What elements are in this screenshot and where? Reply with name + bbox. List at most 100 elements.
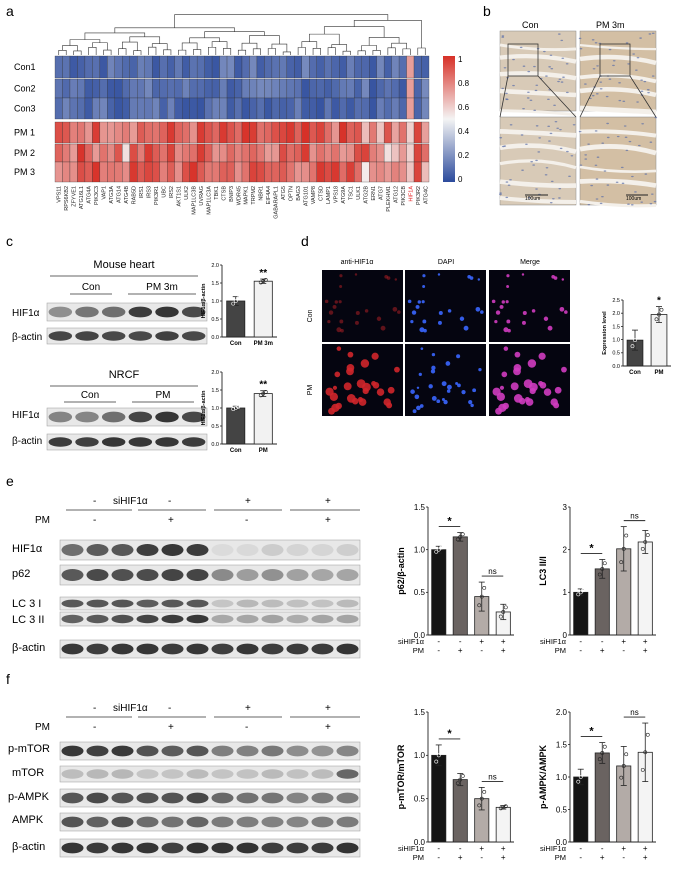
if-cell: [394, 278, 398, 281]
colorbar: [443, 56, 455, 182]
heatmap-cell: [92, 78, 101, 99]
mouse-blot-hif-label: HIF1α: [12, 308, 40, 319]
heatmap-cell: [137, 143, 145, 163]
bar: [253, 280, 273, 338]
heatmap-gene-label: IRS2: [169, 186, 175, 198]
heatmap-cell: [331, 97, 340, 120]
heatmap-cell: [331, 55, 340, 79]
heatmap-gene-label: TBK1: [214, 186, 220, 200]
blot-band: [86, 614, 109, 624]
y-tick-label: 0.5: [556, 805, 568, 814]
heatmap-cell: [376, 161, 385, 183]
if-cell: [325, 387, 334, 396]
blot-band: [161, 769, 184, 779]
heatmap-cell: [226, 143, 235, 163]
blot-band: [136, 816, 159, 828]
y-tick-label: 1.0: [556, 773, 568, 782]
blot-band: [186, 569, 209, 581]
heatmap-row-label: PM 2: [14, 148, 35, 158]
heatmap-cell: [144, 161, 153, 183]
blot-band: [161, 643, 184, 655]
heatmap-cell: [241, 78, 250, 99]
blot-band: [48, 411, 73, 423]
if-cell: [339, 319, 344, 324]
if-cell: [492, 387, 501, 396]
if-cell: [339, 274, 343, 278]
nrcf-blot-actin-label: β-actin: [12, 436, 42, 447]
heatmap-cell: [331, 161, 340, 183]
data-point: [621, 546, 626, 551]
heatmap-gene-label: GABARAPL1: [274, 186, 280, 219]
heatmap-cell: [92, 143, 101, 163]
heatmap-cell: [279, 55, 288, 79]
heatmap-cell: [361, 143, 370, 163]
bar: [495, 806, 511, 843]
data-point: [633, 338, 637, 343]
heatmap-cell: [137, 78, 145, 99]
heatmap-cell: [406, 97, 415, 120]
chart-sign: +: [643, 637, 648, 646]
f-blot-actin: β-actin: [12, 841, 45, 853]
y-tick-label: 1: [563, 588, 568, 597]
y-axis-label: p-AMPK/AMPK: [538, 745, 548, 809]
data-point: [624, 533, 629, 538]
heatmap-cell: [69, 55, 78, 79]
heatmap-cell: [137, 55, 145, 79]
heatmap-cell: [398, 161, 407, 183]
blot-band: [61, 643, 84, 655]
heatmap-cell: [84, 97, 93, 120]
heatmap-cell: [204, 143, 213, 163]
heatmap-cell: [301, 143, 310, 163]
heatmap-cell: [421, 97, 430, 120]
if-cell: [510, 382, 519, 391]
heatmap-cell: [219, 97, 228, 120]
blot-band: [128, 411, 153, 423]
blot-band: [136, 643, 159, 655]
dendrogram: [58, 14, 426, 55]
heatmap-cell: [99, 78, 108, 99]
if-cell: [494, 320, 498, 324]
heatmap-cell: [413, 78, 422, 99]
heatmap-cell: [62, 143, 71, 163]
blot-band: [211, 643, 234, 655]
blot-band: [75, 306, 99, 318]
nrcf-group-pm: PM: [156, 390, 171, 401]
heatmap-cell: [196, 121, 205, 144]
e-blot-actin: β-actin: [12, 642, 45, 654]
heatmap-cell: [211, 121, 220, 144]
if-cell: [362, 382, 371, 392]
data-point: [597, 757, 602, 762]
heatmap-cell: [249, 97, 258, 120]
heatmap-gene-label: BAG3: [296, 186, 302, 201]
heatmap-cell: [354, 143, 362, 163]
heatmap-cell: [324, 121, 332, 144]
if-cell: [397, 310, 401, 314]
heatmap-row-label: Con3: [14, 104, 36, 114]
heatmap-gene-label: MAP1LC3B: [191, 186, 197, 215]
blot-band: [186, 544, 209, 556]
data-point: [602, 561, 607, 566]
heatmap-cell: [301, 121, 310, 144]
heatmap-gene-label: IRS3: [147, 186, 153, 198]
x-tick-label: PM: [655, 370, 664, 376]
blot-band: [86, 544, 109, 556]
if-cell: [347, 351, 354, 358]
if-cell: [355, 311, 360, 316]
bar: [573, 776, 589, 843]
if-cell: [421, 300, 425, 304]
blot-band: [111, 792, 134, 804]
heatmap-cell: [122, 121, 130, 144]
heatmap-cell: [107, 121, 115, 144]
heatmap-cell: [189, 97, 198, 120]
y-tick-label: 2: [563, 545, 568, 554]
y-tick-label: 0.5: [211, 424, 219, 430]
blot-band: [236, 792, 259, 804]
heatmap-cell: [369, 55, 377, 79]
heatmap-cell: [369, 97, 377, 120]
e-blot-p62: p62: [12, 568, 30, 580]
heatmap-cell: [383, 121, 392, 144]
data-point: [578, 590, 583, 595]
data-point: [436, 753, 441, 758]
panel-c-blots: Mouse heart Con PM 3m HIF1α β-actin NRCF…: [12, 259, 208, 451]
blot-band: [261, 569, 284, 581]
